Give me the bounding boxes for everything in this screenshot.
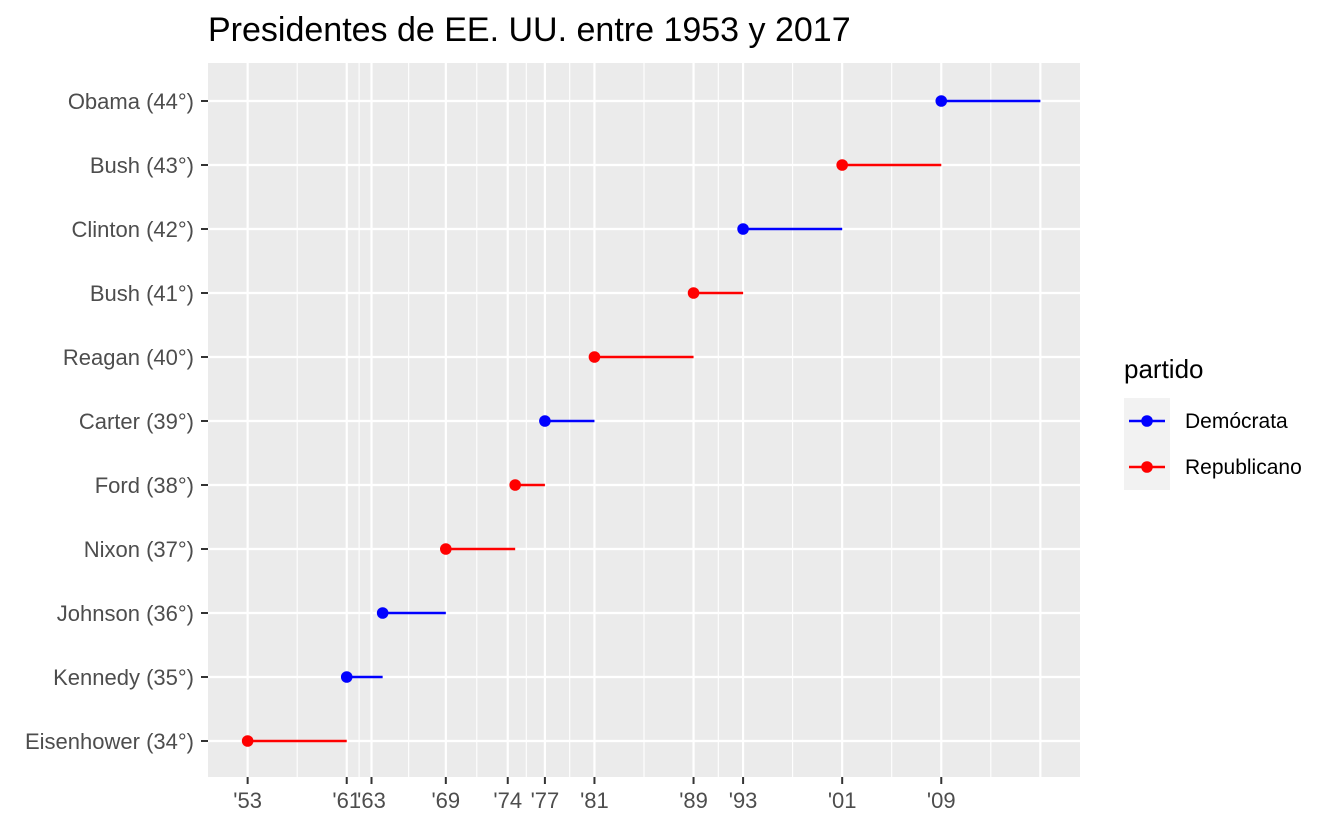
legend-key-point [1141, 415, 1153, 427]
x-axis: '53 '61'63 '69 '74 '77 '81 '89 '93 '01 '09 [233, 777, 956, 813]
term-start-point [588, 351, 601, 363]
term-start-point [241, 735, 254, 747]
term-start-point [687, 287, 700, 299]
legend-title: partido [1124, 354, 1204, 384]
chart-title: Presidentes de EE. UU. entre 1953 y 2017 [208, 11, 851, 49]
y-tick-label: Carter (39°) [79, 409, 194, 434]
x-tick-label: '09 [927, 788, 956, 813]
y-tick-label: Eisenhower (34°) [25, 729, 194, 754]
y-axis: Eisenhower (34°) Kennedy (35°) Johnson (36… [25, 89, 208, 754]
term-start-point [836, 159, 848, 171]
y-tick-label: Bush (41°) [90, 281, 194, 306]
x-tick-label: '89 [679, 788, 708, 813]
x-tick-label: '77 [531, 788, 560, 813]
term-start-point [509, 479, 521, 491]
y-tick-label: Reagan (40°) [63, 345, 194, 370]
y-tick-label: Nixon (37°) [84, 537, 194, 562]
legend-key-point [1141, 461, 1153, 473]
term-start-point [340, 671, 353, 683]
x-tick-label: '93 [729, 788, 758, 813]
legend-key-background [1124, 398, 1170, 490]
legend-entries: Demócrata Republicano [1129, 410, 1302, 479]
y-tick-label: Bush (43°) [90, 153, 194, 178]
term-start-point [539, 415, 551, 427]
y-tick-label: Ford (38°) [95, 473, 194, 498]
term-start-point [376, 607, 389, 619]
term-start-point [440, 543, 452, 555]
x-tick-label: '01 [828, 788, 857, 813]
legend-label: Demócrata [1185, 410, 1288, 433]
major-gridlines [208, 63, 1080, 777]
x-tick-label: '53 [233, 788, 262, 813]
y-tick-label: Kennedy (35°) [53, 665, 194, 690]
x-tick-label: '63 [357, 788, 386, 813]
term-start-point [935, 95, 948, 107]
chart-marks [241, 95, 1041, 747]
x-tick-label: '61 [332, 788, 361, 813]
term-start-point [737, 223, 749, 235]
x-tick-label: '81 [580, 788, 609, 813]
y-tick-label: Clinton (42°) [71, 217, 194, 242]
legend-label: Republicano [1185, 456, 1302, 479]
y-tick-label: Obama (44°) [68, 89, 194, 114]
x-tick-label: '74 [493, 788, 522, 813]
legend: partido Demócrata Republicano [1124, 354, 1302, 490]
y-tick-label: Johnson (36°) [57, 601, 194, 626]
x-tick-label: '69 [431, 788, 460, 813]
